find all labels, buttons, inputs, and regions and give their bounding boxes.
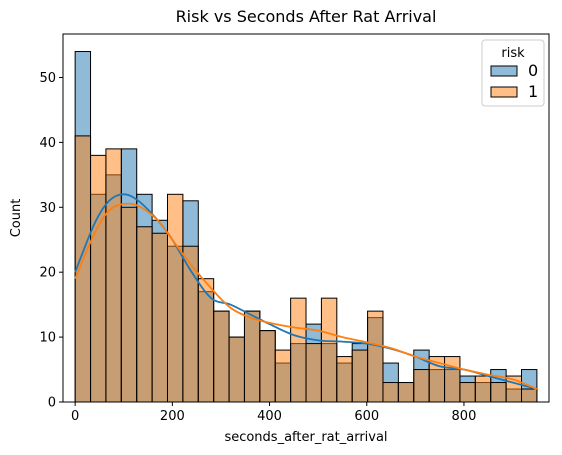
bar-series-1-bin-27 [490,382,507,403]
bar-series-1-bin-3 [120,206,138,403]
x-tick-label: 200 [160,409,185,424]
bar-series-1-bin-21 [397,382,415,403]
x-tick-label: 0 [71,409,79,424]
bar-series-1-bin-6 [166,193,184,403]
y-tick-label: 0 [48,396,56,411]
x-tick-label: 400 [257,409,282,424]
bars-series-1 [74,135,538,403]
bar-series-1-bin-19 [367,310,384,403]
legend-swatch-1 [490,86,518,98]
bar-series-1-bin-5 [151,232,168,403]
y-tick-label: 20 [39,266,56,281]
bar-series-1-bin-13 [274,349,292,403]
bar-series-1-bin-16 [320,297,338,403]
bar-series-1-bin-25 [459,382,476,403]
legend-label-1: 1 [528,82,538,101]
legend: risk 0 1 [481,39,545,107]
y-tick-label: 40 [39,136,56,151]
plot-frame [62,33,550,403]
y-axis-ticks: 0 10 20 30 40 50 [39,71,63,411]
bar-series-1-bin-14 [290,297,307,403]
y-tick-label: 50 [39,71,56,86]
x-tick-label: 800 [452,409,477,424]
bar-series-1-bin-9 [213,310,230,403]
x-axis-label: seconds_after_rat_arrival [224,430,387,445]
bar-series-1-bin-18 [351,349,369,403]
bar-series-1-bin-22 [413,369,430,403]
bar-series-1-bin-20 [382,382,399,403]
y-tick-label: 10 [39,331,56,346]
bar-series-1-bin-4 [136,226,153,403]
bar-series-1-bin-26 [474,375,492,403]
bar-series-1-bin-12 [259,330,276,403]
kde-line-series-1 [74,202,538,390]
y-axis-label: Count [9,199,24,238]
bar-series-1-bin-29 [521,388,538,403]
bar-series-1-bin-11 [243,310,261,403]
bar-series-1-bin-15 [305,343,322,403]
bar-series-1-bin-0 [74,135,92,403]
legend-title: risk [501,46,525,61]
bar-series-1-bin-1 [90,154,107,403]
bar-series-1-bin-17 [336,356,353,403]
kde-lines [74,193,538,390]
bar-series-1-bin-2 [105,148,122,403]
kde-line-series-0 [74,193,538,390]
legend-swatch-0 [490,65,518,77]
bar-series-1-bin-24 [444,356,461,403]
y-tick-label: 30 [39,201,56,216]
chart-title: Risk vs Seconds After Rat Arrival [176,7,437,26]
bar-series-1-bin-10 [228,336,245,403]
legend-label-0: 0 [528,61,538,80]
x-axis-ticks: 0 200 400 600 800 [71,402,476,424]
x-tick-label: 600 [354,409,379,424]
